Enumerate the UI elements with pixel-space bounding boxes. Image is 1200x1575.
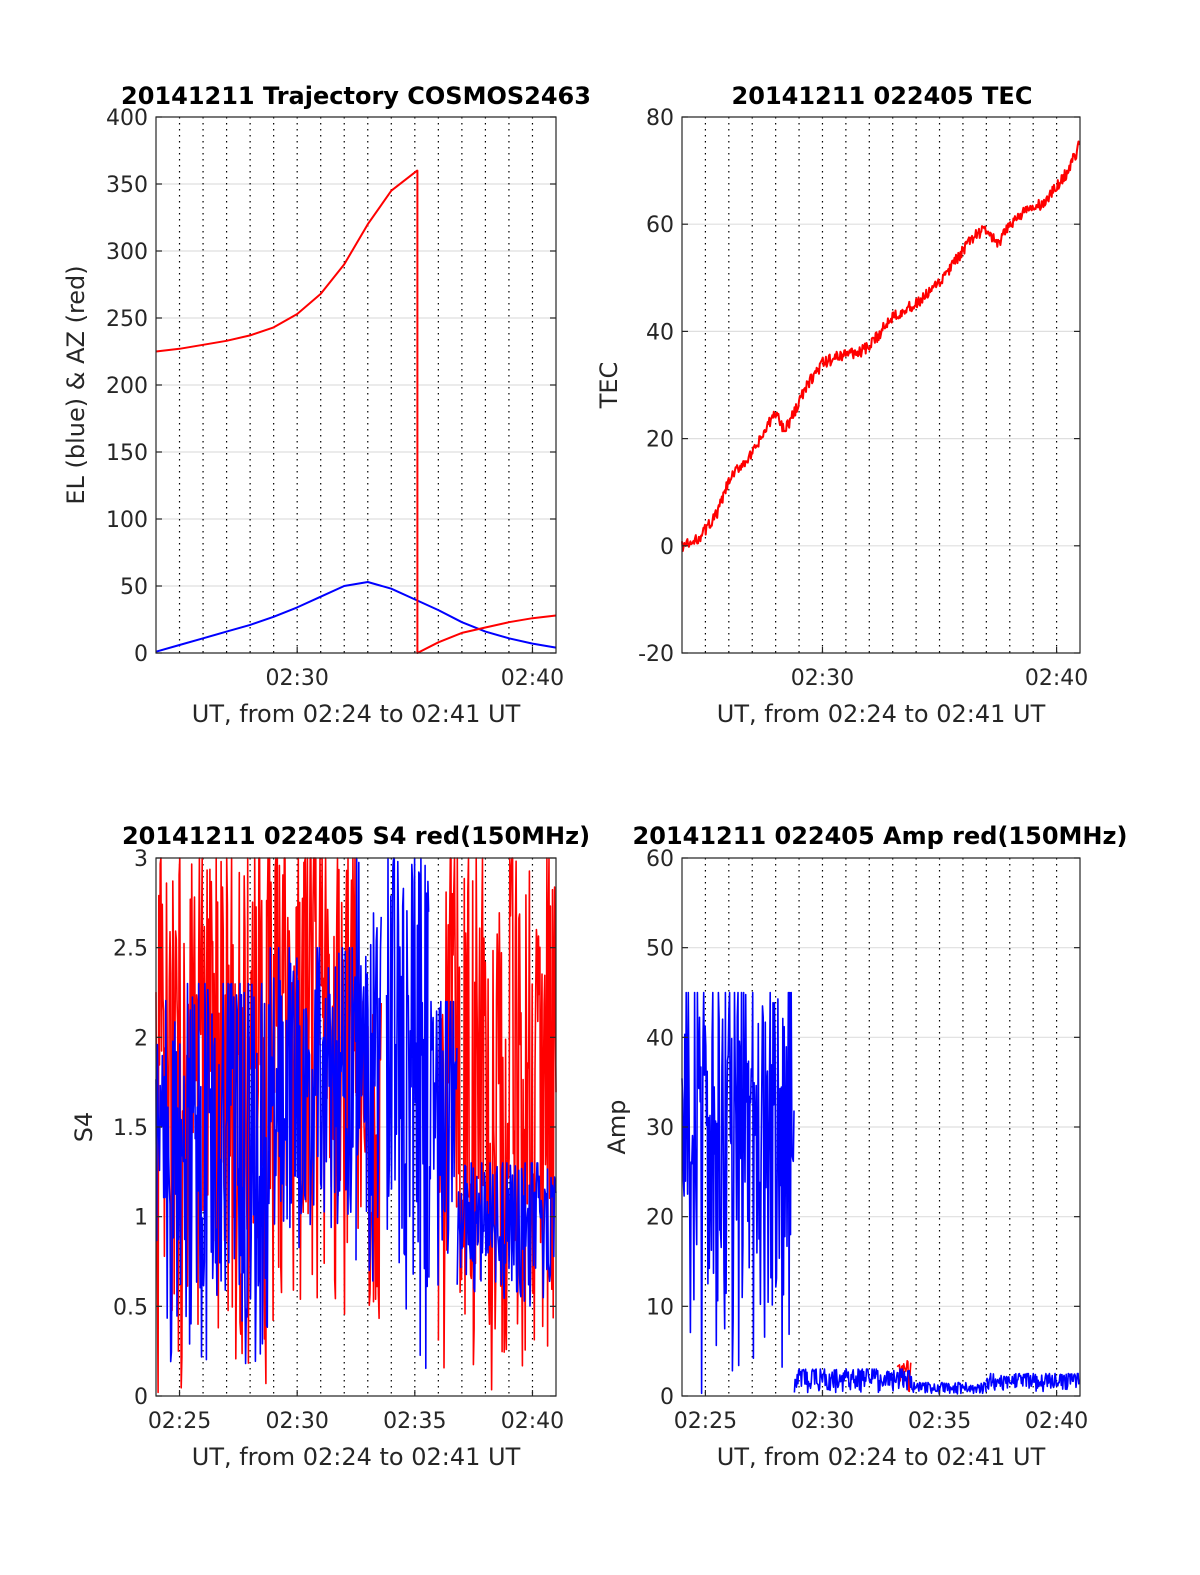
chart-title: 20141211 022405 TEC [732,82,1033,110]
y-tick-label: 0 [660,535,674,560]
series-line [155,857,557,1370]
tick-labels: 0 10 20 30 40 50 60 02:25 02:30 02:35 02:40 [646,847,1088,1434]
y-tick-label: 20 [646,1206,674,1231]
x-tick-label: 02:40 [1025,1409,1088,1434]
y-tick-label: 50 [120,575,148,600]
y-tick-label: 350 [106,173,148,198]
y-tick-label: 10 [646,1295,674,1320]
data-lines [155,857,557,1394]
series-line [155,857,557,1394]
x-tick-label: 02:30 [791,666,854,691]
x-tick-label: 02:40 [501,666,564,691]
panel-tec: 20141211 022405 TEC -20 0 20 40 60 80 02:30 02:… [595,82,1088,728]
y-tick-label: 0 [134,642,148,667]
grid [156,116,556,654]
series-line [155,581,557,653]
x-tick-label: 02:30 [791,1409,854,1434]
x-axis-label: UT, from 02:24 to 02:41 UT [717,700,1046,728]
y-tick-label: -20 [638,642,674,667]
y-tick-label: 0 [660,1385,674,1410]
y-tick-label: 40 [646,320,674,345]
y-axis-label: S4 [70,1112,98,1143]
series-line [681,140,1081,552]
panel-amp: 20141211 022405 Amp red(150MHz) 0 10 20 30 4… [603,822,1127,1471]
y-axis-label: EL (blue) & AZ (red) [62,265,90,504]
y-tick-label: 20 [646,428,674,453]
y-axis-label: TEC [595,362,623,410]
x-axis-label: UT, from 02:24 to 02:41 UT [192,1443,521,1471]
y-tick-label: 0.5 [113,1295,148,1320]
x-tick-label: 02:25 [148,1409,211,1434]
tick-labels: 0 0.5 1 1.5 2 2.5 3 02:25 02:30 02:35 02:40 [113,847,564,1434]
axes-box [681,116,1081,654]
y-tick-label: 2.5 [113,937,148,962]
y-tick-label: 40 [646,1026,674,1051]
y-tick-label: 1 [134,1206,148,1231]
data-lines [681,991,1081,1395]
x-axis-label: UT, from 02:24 to 02:41 UT [717,1443,1046,1471]
x-axis-label: UT, from 02:24 to 02:41 UT [192,700,521,728]
series-line [155,169,557,654]
x-tick-label: 02:30 [265,1409,328,1434]
y-tick-label: 300 [106,240,148,265]
y-tick-label: 3 [134,847,148,872]
tick-labels: -20 0 20 40 60 80 02:30 02:40 [638,106,1088,691]
chart-title: 20141211 Trajectory COSMOS2463 [121,82,591,110]
chart-title: 20141211 022405 Amp red(150MHz) [633,822,1128,850]
chart-title: 20141211 022405 S4 red(150MHz) [122,822,590,850]
y-tick-label: 60 [646,847,674,872]
y-tick-label: 50 [646,937,674,962]
panel-trajectory: 20141211 Trajectory COSMOS2463 0 50 100 150… [62,82,591,728]
panel-s4: 20141211 022405 S4 red(150MHz) 0 0.5 1 1.5 2… [70,822,590,1471]
y-tick-label: 30 [646,1116,674,1141]
x-tick-label: 02:40 [501,1409,564,1434]
data-lines [155,169,557,654]
y-tick-label: 1.5 [113,1116,148,1141]
y-tick-label: 150 [106,441,148,466]
y-tick-label: 80 [646,106,674,131]
y-tick-label: 60 [646,213,674,238]
x-tick-label: 02:25 [674,1409,737,1434]
y-tick-label: 400 [106,106,148,131]
series-line [681,991,1081,1395]
y-axis-label: Amp [603,1099,631,1154]
x-tick-label: 02:35 [383,1409,446,1434]
y-tick-label: 200 [106,374,148,399]
x-tick-label: 02:30 [265,666,328,691]
data-lines [681,140,1081,552]
y-tick-label: 2 [134,1026,148,1051]
x-tick-label: 02:40 [1025,666,1088,691]
x-tick-label: 02:35 [908,1409,971,1434]
y-tick-label: 250 [106,307,148,332]
y-tick-label: 0 [134,1385,148,1410]
y-tick-label: 100 [106,508,148,533]
tick-labels: 0 50 100 150 200 250 300 350 400 02:30 02:40 [106,106,564,691]
